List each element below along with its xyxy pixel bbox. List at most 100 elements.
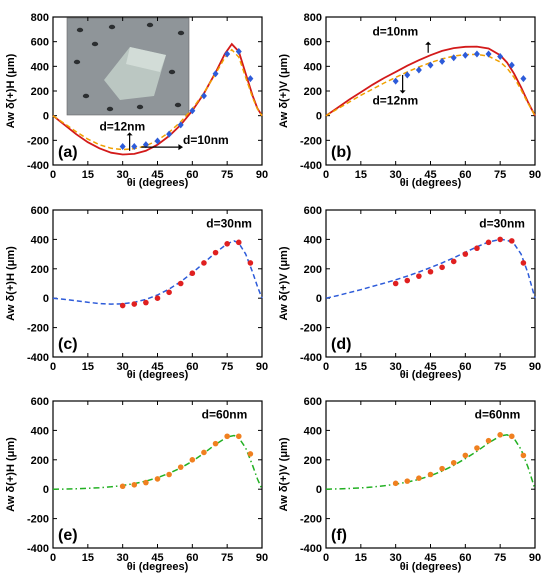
- series-line-1: [325, 45, 536, 117]
- x-axis-label: θi (degrees): [400, 177, 462, 189]
- panel-label: (a): [58, 144, 78, 161]
- inset-photo-hole: [168, 69, 176, 75]
- y-tick-label: 600: [304, 205, 322, 217]
- x-tick-label: 15: [82, 552, 94, 564]
- data-point: [119, 143, 126, 150]
- x-tick-label: 30: [117, 361, 129, 373]
- chart-panel-d: 0 15 30 45 60 75 90 -400 -200 0 200 400 600 (d) d=30nm…: [278, 205, 541, 381]
- plot-frame: [52, 400, 263, 549]
- x-tick-label: 45: [424, 361, 436, 373]
- y-tick-label: 600: [304, 37, 322, 49]
- data-point: [247, 260, 254, 266]
- x-tick-label: 30: [117, 552, 129, 564]
- data-point: [119, 302, 126, 309]
- annotation-arrowhead-d10: [425, 41, 432, 45]
- annotation-arrowhead-d12: [399, 90, 406, 94]
- series-line-1: [52, 240, 263, 305]
- x-tick-label: 45: [151, 169, 163, 181]
- x-axis-label: θi (degrees): [400, 561, 462, 573]
- data-point: [189, 457, 196, 463]
- panel-label: (e): [58, 527, 78, 544]
- y-tick-label: 400: [304, 425, 322, 437]
- data-point: [212, 440, 219, 447]
- y-tick-label: -200: [300, 135, 322, 147]
- x-tick-label: 60: [459, 552, 471, 564]
- x-tick-label: 60: [186, 169, 198, 181]
- data-point: [154, 295, 161, 302]
- data-point: [462, 51, 469, 59]
- y-tick-label: 400: [31, 425, 49, 437]
- plot-frame: [325, 209, 536, 358]
- x-tick-label: 30: [117, 169, 129, 181]
- inset-photo-hole: [136, 104, 144, 110]
- panel-label: (d): [331, 336, 351, 353]
- annotation-d10: d=10nm: [183, 133, 229, 147]
- data-point: [154, 137, 161, 145]
- y-tick-label: 0: [316, 484, 322, 496]
- y-axis-label: Aw δ(+)V (μm): [278, 437, 290, 511]
- y-axis-label: Aw δ(+)H (μm): [5, 53, 17, 128]
- chart-panel-e: 0 15 30 45 60 75 90 -400 -200 0 200 400 600 (e) d=60nm…: [5, 396, 268, 573]
- plot-frame: [52, 209, 263, 358]
- x-axis-label: θi (degrees): [127, 369, 189, 381]
- data-point: [485, 239, 492, 246]
- x-tick-label: 15: [82, 169, 94, 181]
- panel-label: (b): [331, 144, 351, 161]
- x-tick-label: 15: [355, 169, 367, 181]
- data-point: [142, 141, 149, 149]
- x-tick-label: 15: [82, 361, 94, 373]
- data-point: [474, 245, 480, 252]
- x-tick-label: 75: [221, 361, 233, 373]
- annotation-d12: d=12nm: [372, 94, 418, 108]
- data-point: [166, 130, 173, 138]
- annotation-d12: d=12nm: [99, 119, 145, 133]
- x-tick-label: 60: [186, 361, 198, 373]
- x-tick-label: 45: [151, 361, 163, 373]
- data-point: [235, 48, 242, 56]
- data-point: [131, 481, 138, 488]
- y-tick-label: 200: [31, 264, 49, 276]
- data-point: [439, 57, 446, 65]
- data-point: [404, 277, 411, 284]
- inset-photo: [66, 17, 190, 116]
- chart-panel-c: 0 15 30 45 60 75 90 -400 -200 0 200 400 600 (c) d=30nm…: [5, 205, 268, 381]
- x-tick-label: 75: [221, 552, 233, 564]
- y-tick-label: 200: [31, 455, 49, 467]
- x-tick-label: 90: [529, 169, 541, 181]
- x-tick-label: 0: [50, 169, 56, 181]
- y-axis-label: Aw δ(+)V (μm): [278, 54, 290, 128]
- y-tick-label: 200: [31, 86, 49, 98]
- x-tick-label: 0: [323, 552, 329, 564]
- data-point: [224, 50, 231, 58]
- y-tick-label: 600: [31, 37, 49, 49]
- y-tick-label: 800: [31, 12, 49, 24]
- data-point: [143, 299, 149, 306]
- x-tick-label: 0: [50, 552, 56, 564]
- data-point: [224, 241, 230, 247]
- data-point: [143, 479, 149, 486]
- x-tick-label: 45: [424, 169, 436, 181]
- data-point: [189, 270, 196, 277]
- x-tick-label: 90: [256, 169, 268, 181]
- x-tick-label: 60: [459, 169, 471, 181]
- y-tick-label: 0: [316, 293, 322, 305]
- y-tick-label: 400: [31, 234, 49, 246]
- data-point: [201, 260, 207, 266]
- y-tick-label: 800: [304, 12, 322, 24]
- data-point: [520, 75, 527, 83]
- data-point: [439, 465, 445, 472]
- x-axis-label: θi (degrees): [127, 561, 189, 573]
- x-tick-label: 75: [221, 169, 233, 181]
- data-point: [497, 52, 504, 60]
- data-point: [416, 475, 422, 481]
- y-tick-label: 0: [316, 111, 322, 123]
- y-tick-label: -400: [300, 160, 322, 172]
- data-point: [392, 480, 399, 487]
- data-point: [201, 449, 207, 456]
- data-point: [508, 61, 515, 69]
- x-tick-label: 75: [494, 169, 506, 181]
- annotation-d30: d=30nm: [479, 217, 525, 231]
- y-axis-label: Aw δ(+)V (μm): [278, 246, 290, 320]
- data-point: [235, 239, 242, 246]
- y-axis-label: Aw δ(+)H (μm): [5, 246, 17, 321]
